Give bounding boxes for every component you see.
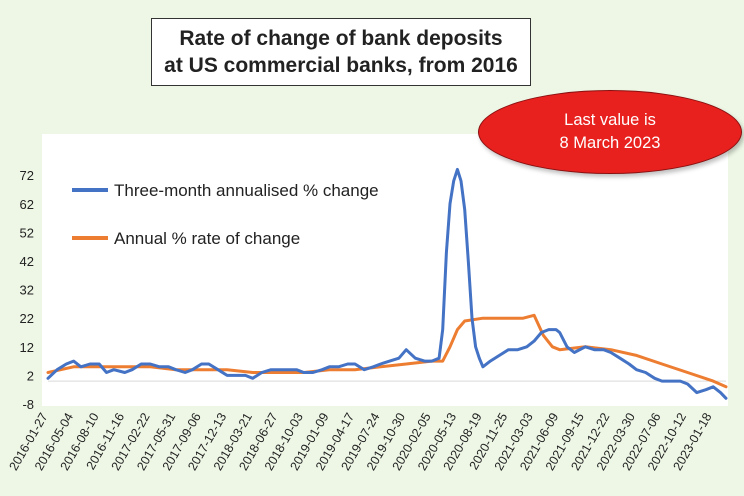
y-tick-label: 2 xyxy=(27,368,34,383)
chart-title-line-1: Rate of change of bank deposits xyxy=(179,27,503,50)
y-tick-label: 42 xyxy=(20,254,34,269)
y-tick-label: 72 xyxy=(20,168,34,183)
y-tick-label: 32 xyxy=(20,283,34,298)
callout-line-1: Last value is xyxy=(564,111,656,129)
series-line-annual xyxy=(46,313,728,389)
chart-title-line-2: at US commercial banks, from 2016 xyxy=(164,54,518,77)
callout-line-2: 8 March 2023 xyxy=(559,134,661,152)
y-tick-label: 52 xyxy=(20,225,34,240)
plot-area-background xyxy=(42,134,728,406)
y-tick-label: 22 xyxy=(20,311,34,326)
y-tick-label: 62 xyxy=(20,197,34,212)
series-line-three-month xyxy=(46,167,728,400)
legend-entry-three-month: Three-month annualised % change xyxy=(114,181,379,200)
last-value-callout: Last value is 8 March 2023 xyxy=(478,90,742,174)
chart-title: Rate of change of bank deposits at US co… xyxy=(151,18,531,86)
legend-entry-annual: Annual % rate of change xyxy=(114,229,300,248)
y-tick-label: 12 xyxy=(20,340,34,355)
y-tick-label: -8 xyxy=(22,397,34,412)
